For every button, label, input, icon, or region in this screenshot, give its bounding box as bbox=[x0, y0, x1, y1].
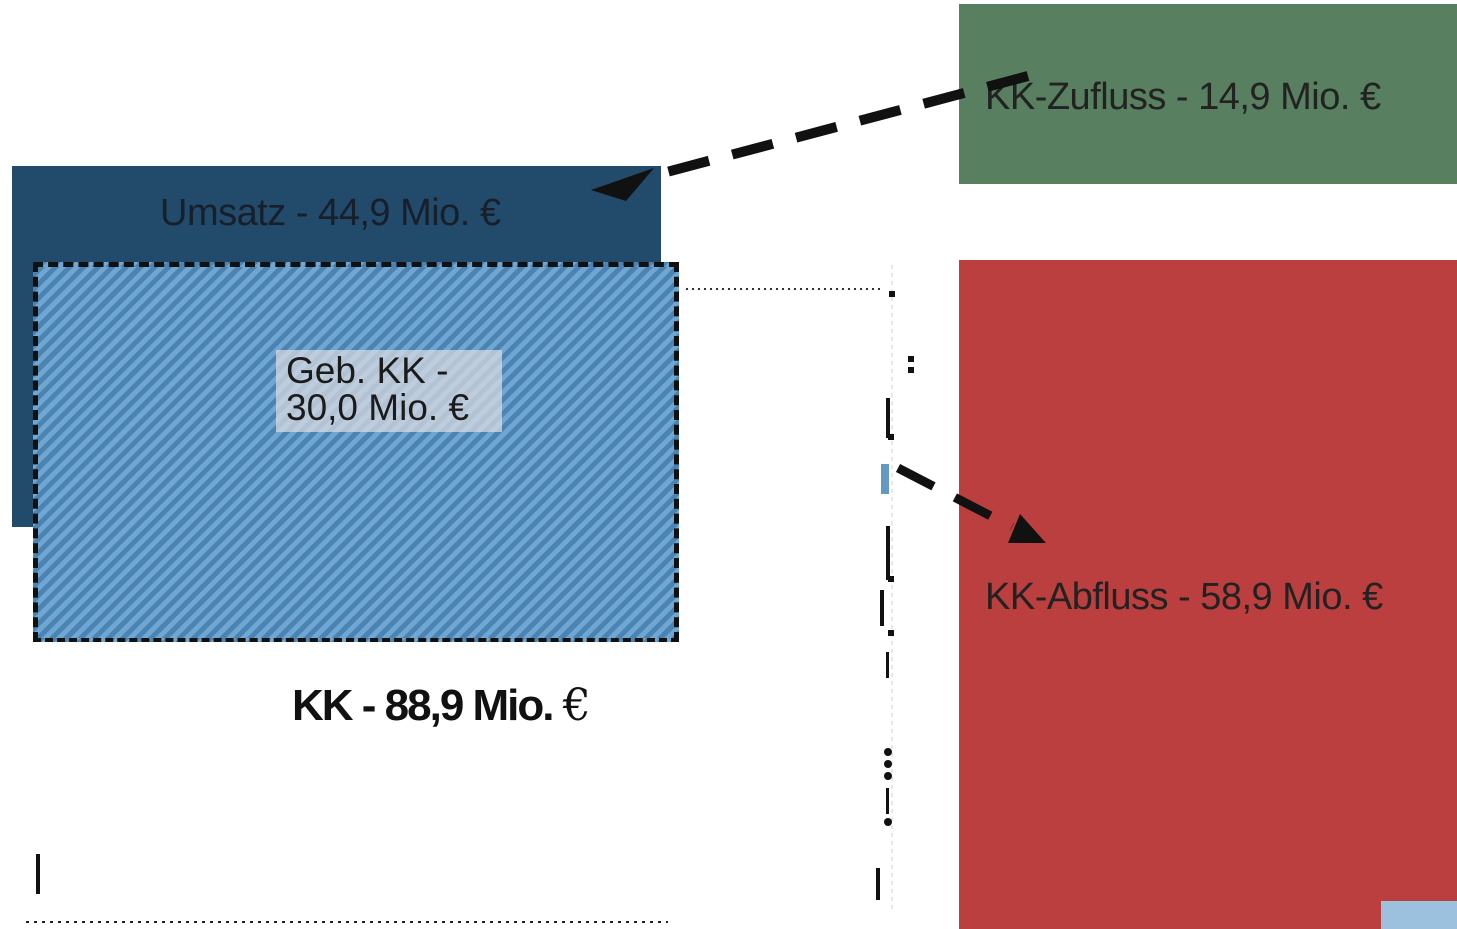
bound-capital-label-line2: 30,0 Mio. € bbox=[286, 387, 470, 428]
inflow-label: KK-Zufluss - 14,9 Mio. € bbox=[985, 76, 1381, 118]
total-label-currency: € bbox=[562, 680, 591, 731]
corner-swatch bbox=[1381, 901, 1457, 929]
inflow-arrow-head bbox=[591, 168, 654, 201]
divider-marks bbox=[36, 291, 914, 900]
bound-capital-box bbox=[33, 262, 679, 642]
outflow-box bbox=[959, 260, 1457, 929]
outflow-label: KK-Abfluss - 58,9 Mio. € bbox=[985, 576, 1383, 618]
total-label: KK - 88,9 Mio. € bbox=[292, 681, 591, 730]
bound-capital-label-line1: Geb. KK - bbox=[286, 350, 449, 391]
inflow-arrow-line bbox=[646, 71, 1030, 182]
total-label-text: KK - 88,9 Mio. bbox=[292, 681, 554, 730]
inflow-box bbox=[959, 4, 1457, 184]
outflow-arrow-head bbox=[1008, 514, 1046, 543]
revenue-label: Umsatz - 44,9 Mio. € bbox=[160, 192, 501, 234]
outflow-arrow-line bbox=[895, 464, 1015, 531]
divider-blue-mark bbox=[881, 464, 889, 494]
bound-capital-label: Geb. KK - 30,0 Mio. € bbox=[276, 350, 502, 432]
